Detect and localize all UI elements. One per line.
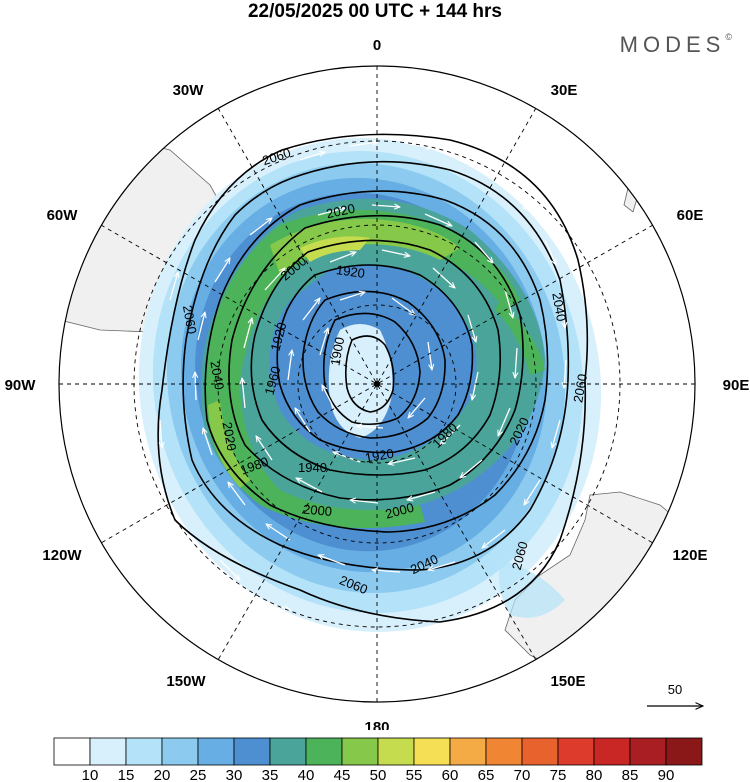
map-disc (59, 66, 695, 671)
colorbar-tick-label: 40 (298, 767, 315, 782)
lon-label-120e: 120E (672, 547, 707, 564)
contour-label-2060: 2060 (180, 304, 200, 335)
contour-2060 (157, 133, 589, 623)
reference-vector-label: 50 (668, 682, 682, 697)
colorbar-box (665, 737, 703, 766)
colorbar-box (413, 737, 451, 766)
contour-label-2040: 2040 (549, 291, 569, 322)
colorbar-tick-label: 65 (478, 767, 495, 782)
colorbar-tick-label: 20 (154, 767, 171, 782)
colorbar-tick-label: 85 (622, 767, 639, 782)
colorbar-tick-label: 25 (190, 767, 207, 782)
polar-map: 2060 2060 2060 2060 2060 2040 2040 2040 … (5, 37, 750, 730)
contour-1980 (250, 239, 502, 476)
contour-label-2000: 2000 (303, 502, 333, 519)
lon-label-30w: 30W (173, 82, 205, 99)
pole-marker (374, 381, 380, 387)
colorbar-box (629, 737, 667, 766)
colorbar-box (521, 737, 559, 766)
reference-vector: 50 (647, 682, 703, 706)
colorbar-labels: 10 15 20 25 30 35 40 45 50 55 60 65 70 75 80 85 90 (82, 767, 675, 782)
brand-name: MODES (619, 32, 726, 57)
colorbar-box (593, 737, 631, 766)
longitude-labels: 0 30E 60E 90E 120E 150E 180 150W 120W 90… (5, 37, 750, 730)
contour-label-1920: 1920 (364, 446, 395, 466)
lon-label-90w: 90W (5, 377, 37, 394)
lon-label-150w: 150W (166, 673, 206, 690)
colorbar-box (305, 737, 343, 766)
lon-label-90e: 90E (723, 377, 750, 394)
colorbar-box (557, 737, 595, 766)
lon-label-0: 0 (373, 37, 381, 54)
contour-2020 (204, 190, 549, 533)
contour-label-1920: 1920 (268, 321, 290, 353)
lon-label-150e: 150E (550, 673, 585, 690)
colorbar-tick-label: 70 (514, 767, 531, 782)
colorbar-tick-label: 35 (262, 767, 279, 782)
colorbar-box (161, 737, 199, 766)
colorbar-box (449, 737, 487, 766)
brand-mark: © (725, 32, 732, 42)
colorbar-box (89, 737, 127, 766)
colorbar-tick-label: 60 (442, 767, 459, 782)
colorbar-tick-label: 50 (370, 767, 387, 782)
contour-2000 (228, 214, 524, 501)
contour-label-1900: 1900 (327, 336, 347, 367)
colorbar-tick-label: 75 (550, 767, 567, 782)
colorbar-box (269, 737, 307, 766)
colorbar-boxes (53, 737, 703, 766)
colorbar-box (233, 737, 271, 766)
colorbar-box (341, 737, 379, 766)
contour-label-2020: 2020 (325, 201, 356, 222)
graticule (59, 66, 695, 702)
contour-label-2040: 2040 (207, 360, 227, 391)
brand-logo: MODES© (620, 32, 732, 58)
lon-label-30e: 30E (551, 82, 578, 99)
lon-label-180: 180 (364, 719, 389, 730)
colorbar: 10 15 20 25 30 35 40 45 50 55 60 65 70 75 80 85 90 (53, 737, 703, 782)
colorbar-tick-label: 55 (406, 767, 423, 782)
contour-2040 (182, 160, 570, 571)
colorbar-tick-label: 10 (82, 767, 99, 782)
colorbar-tick-label: 80 (586, 767, 603, 782)
lon-label-120w: 120W (42, 547, 82, 564)
contour-label-2060: 2060 (570, 373, 590, 404)
colorbar-tick-label: 30 (226, 767, 243, 782)
contour-1900 (345, 335, 395, 413)
colorbar-tick-label: 15 (118, 767, 135, 782)
lon-label-60e: 60E (677, 207, 704, 224)
lon-label-60w: 60W (47, 207, 79, 224)
colorbar-box (125, 737, 163, 766)
contour-label-2060: 2060 (509, 540, 531, 572)
contour-label-2020: 2020 (220, 421, 240, 452)
contour-label-1960: 1960 (262, 365, 284, 397)
map-title: 22/05/2025 00 UTC + 144 hrs (247, 1, 503, 22)
contour-label-1920: 1920 (335, 262, 366, 281)
colorbar-tick-label: 45 (334, 767, 351, 782)
colorbar-tick-label: 90 (658, 767, 675, 782)
colorbar-box (377, 737, 415, 766)
contour-1940 (302, 290, 446, 439)
colorbar-box (53, 737, 91, 766)
contour-1960 (276, 264, 474, 454)
colorbar-box (197, 737, 235, 766)
colorbar-box (485, 737, 523, 766)
contour-label-2000: 2000 (384, 500, 416, 522)
contour-label-1940: 1940 (298, 460, 327, 475)
